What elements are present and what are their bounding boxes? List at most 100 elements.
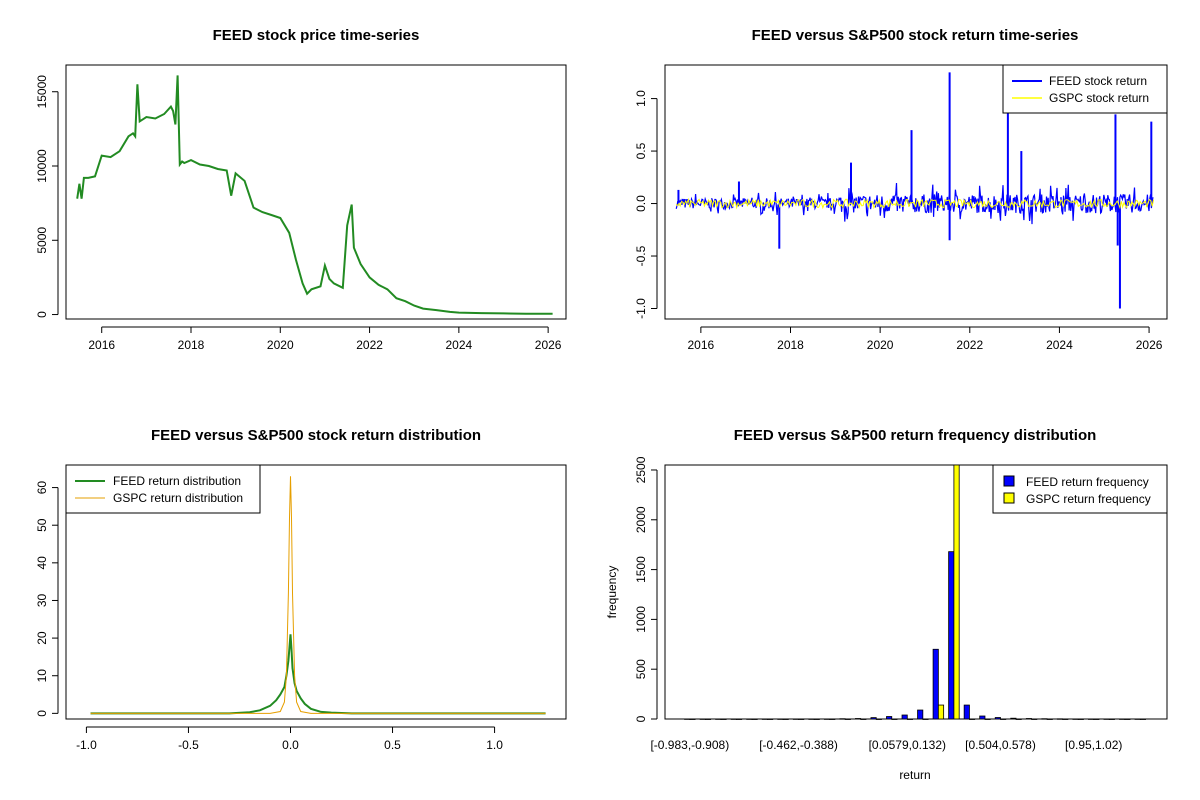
returns-legend: FEED stock return GSPC stock return xyxy=(1002,64,1168,114)
y-tick-label: -0.5 xyxy=(634,245,648,266)
frequency-y-axis-label: frequency xyxy=(605,566,619,619)
feed-frequency-bar xyxy=(855,718,862,720)
feed-frequency-bar xyxy=(777,718,784,720)
x-tick-label: [0.95,1.02) xyxy=(1065,738,1122,752)
feed-frequency-bar xyxy=(1010,717,1017,720)
y-tick-label: 2000 xyxy=(634,506,648,533)
feed-frequency-bar xyxy=(979,715,986,720)
x-tick-label: 1.0 xyxy=(486,738,503,752)
distribution-legend-box xyxy=(65,464,261,514)
x-tick-label: -0.5 xyxy=(178,738,199,752)
feed-frequency-bar xyxy=(761,718,768,720)
gspc-frequency-bar xyxy=(891,718,898,720)
gspc-frequency-bar xyxy=(720,718,727,720)
feed-frequency-bar xyxy=(1041,718,1048,720)
feed-distribution-line xyxy=(90,634,546,715)
frequency-title: FEED versus S&P500 return frequency dist… xyxy=(734,427,1097,444)
feed-frequency-bar xyxy=(917,709,924,720)
gspc-frequency-bar xyxy=(969,718,976,720)
feed-frequency-bar xyxy=(1134,718,1141,720)
gspc-frequency-bar xyxy=(1031,718,1038,720)
y-tick-label: 0 xyxy=(35,710,49,717)
y-tick-label: 0 xyxy=(634,715,648,722)
gspc-frequency-bar xyxy=(829,718,836,720)
y-tick-label: 0.0 xyxy=(634,195,648,212)
gspc-frequency-bar xyxy=(1139,718,1146,720)
gspc-frequency-bar xyxy=(1046,718,1053,720)
y-tick-label: 15000 xyxy=(35,75,49,109)
frequency-legend-box xyxy=(992,464,1168,514)
gspc-frequency-bar xyxy=(813,718,820,720)
x-tick-label: 0.5 xyxy=(384,738,401,752)
distribution-title: FEED versus S&P500 stock return distribu… xyxy=(151,427,481,444)
gspc-frequency-bar xyxy=(844,718,851,720)
panel-price: FEED stock price time-series 2016 2018 202… xyxy=(35,27,567,352)
legend-label-gspc-return: GSPC stock return xyxy=(1049,91,1149,105)
price-plot-frame xyxy=(65,64,567,320)
gspc-frequency-bar xyxy=(1108,718,1115,720)
y-tick-label: 1.0 xyxy=(634,90,648,107)
distribution-plot-frame xyxy=(65,464,567,720)
feed-frequency-bar xyxy=(746,718,753,720)
feed-frequency-bar xyxy=(1103,718,1110,720)
distribution-legend: FEED return distribution GSPC return dis… xyxy=(65,464,261,514)
x-tick-label: 2018 xyxy=(777,338,804,352)
y-tick-label: 0.5 xyxy=(634,142,648,159)
feed-frequency-bar xyxy=(730,718,737,720)
x-tick-label: [-0.983,-0.908) xyxy=(650,738,729,752)
y-tick-label: 0 xyxy=(35,311,49,318)
feed-frequency-bar xyxy=(932,648,939,720)
gspc-frequency-bar xyxy=(767,718,774,720)
y-tick-label: 40 xyxy=(35,556,49,570)
y-tick-label: 5000 xyxy=(35,227,49,254)
panel-distribution: FEED versus S&P500 stock return distribu… xyxy=(35,427,567,752)
feed-frequency-bar xyxy=(823,718,831,720)
gspc-frequency-bar xyxy=(953,464,960,720)
y-tick-label: 60 xyxy=(35,481,49,495)
returns-legend-box xyxy=(1002,64,1168,114)
legend-swatch-gspc-frequency xyxy=(1003,492,1015,504)
y-tick-label: 500 xyxy=(634,659,648,679)
x-tick-label: 2024 xyxy=(1046,338,1073,352)
feed-frequency-bar xyxy=(901,714,908,720)
returns-plot-frame xyxy=(664,64,1168,320)
gspc-frequency-bar xyxy=(1124,718,1131,720)
feed-frequency-bar xyxy=(684,718,691,720)
gspc-frequency-bar xyxy=(875,718,882,720)
x-tick-label: -1.0 xyxy=(76,738,97,752)
feed-frequency-bar xyxy=(963,704,970,720)
returns-title: FEED versus S&P500 stock return time-ser… xyxy=(752,27,1079,44)
panel-returns: FEED versus S&P500 stock return time-ser… xyxy=(634,27,1168,352)
gspc-frequency-bar xyxy=(736,718,743,720)
x-tick-label: [0.0579,0.132) xyxy=(869,738,946,752)
legend-label-gspc-frequency: GSPC return frequency xyxy=(1026,492,1151,506)
x-tick-label: 2026 xyxy=(1136,338,1163,352)
feed-frequency-bar xyxy=(1072,718,1079,720)
feed-frequency-bar xyxy=(715,718,722,720)
y-tick-label: 50 xyxy=(35,518,49,532)
frequency-plot-frame xyxy=(664,464,1168,720)
gspc-frequency-bar xyxy=(704,718,712,720)
x-tick-label: 2026 xyxy=(535,338,562,352)
gspc-frequency-bar xyxy=(798,718,805,720)
feed-frequency-bar xyxy=(994,717,1001,720)
gspc-frequency-bar xyxy=(689,718,696,720)
y-tick-label: -1.0 xyxy=(634,298,648,319)
gspc-frequency-bar xyxy=(922,718,929,720)
x-tick-label: 0.0 xyxy=(282,738,299,752)
gspc-frequency-bar xyxy=(1062,718,1069,720)
x-tick-label: [-0.462,-0.388) xyxy=(759,738,838,752)
x-tick-label: [0.504,0.578) xyxy=(965,738,1036,752)
gspc-frequency-bar xyxy=(937,704,945,720)
gspc-frequency-bar xyxy=(1077,718,1084,720)
feed-frequency-bar xyxy=(839,718,846,720)
feed-frequency-bar xyxy=(1088,718,1095,720)
price-title: FEED stock price time-series xyxy=(213,27,420,44)
feed-frequency-bar xyxy=(1119,718,1126,720)
feed-frequency-bar xyxy=(808,718,815,720)
legend-label-feed-distribution: FEED return distribution xyxy=(113,474,241,488)
gspc-frequency-bar xyxy=(984,718,991,720)
y-tick-label: 1000 xyxy=(634,606,648,633)
feed-frequency-bar xyxy=(792,718,799,720)
y-tick-label: 10000 xyxy=(35,149,49,183)
